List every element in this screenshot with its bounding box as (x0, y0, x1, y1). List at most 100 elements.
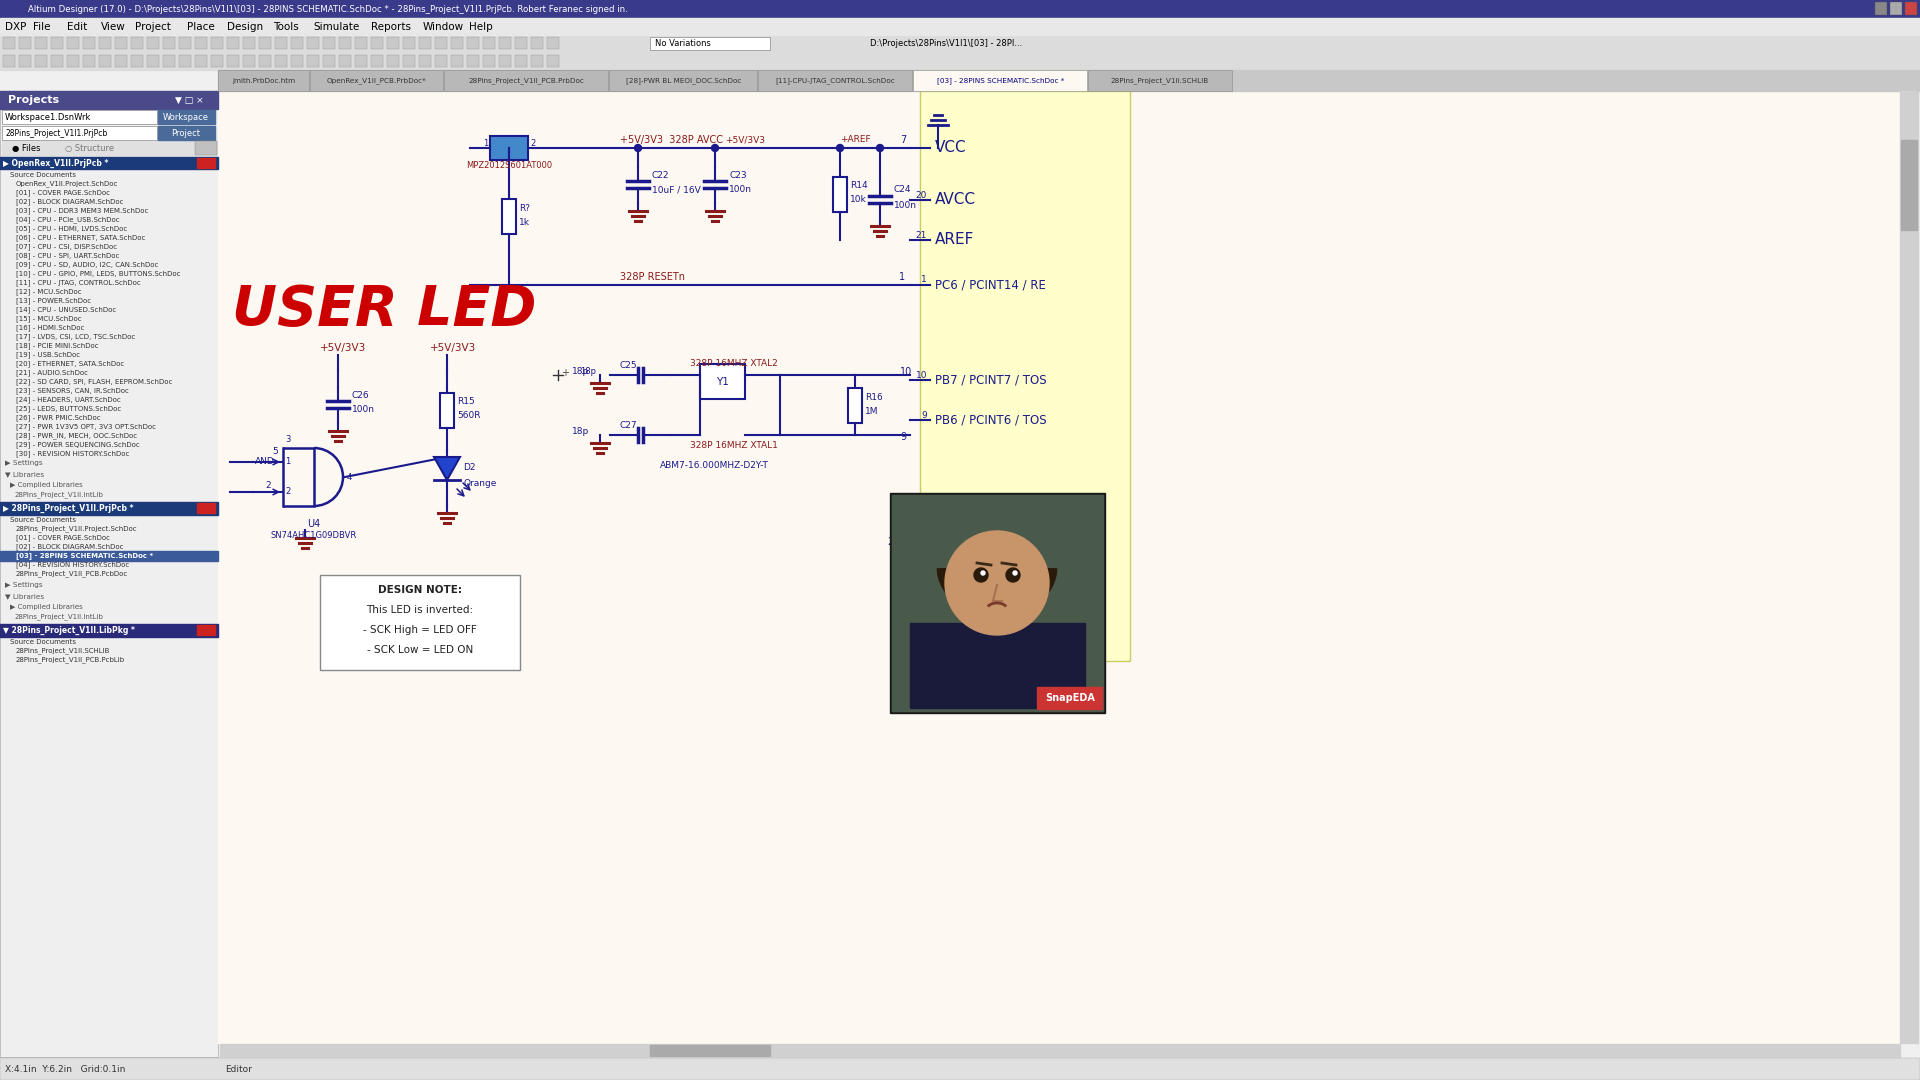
Bar (758, 70, 912, 91)
Text: ▶ Settings: ▶ Settings (6, 582, 42, 588)
Bar (547, 37, 559, 49)
Text: 2: 2 (284, 487, 290, 497)
Text: C27: C27 (620, 420, 637, 430)
Bar (307, 55, 319, 67)
Bar (467, 37, 478, 49)
Text: [02] - BLOCK DIAGRAM.SchDoc: [02] - BLOCK DIAGRAM.SchDoc (15, 543, 123, 551)
Bar (67, 37, 79, 49)
Bar (849, 388, 862, 422)
Text: 2: 2 (530, 138, 536, 148)
Text: Source Documents: Source Documents (10, 517, 77, 523)
Text: 18p: 18p (572, 428, 589, 436)
Bar (211, 37, 223, 49)
Text: 1k: 1k (518, 218, 530, 227)
Bar (311, 70, 444, 91)
Bar (2, 126, 157, 140)
Text: D:\Projects\28Pins\V1I1\[03] - 28PI...: D:\Projects\28Pins\V1I1\[03] - 28PI... (870, 39, 1021, 48)
Text: [18] - PCIE MINI.SchDoc: [18] - PCIE MINI.SchDoc (15, 342, 98, 349)
Text: 28Pins_Project_V1II.IntLib: 28Pins_Project_V1II.IntLib (15, 491, 104, 498)
Bar (221, 1044, 1901, 1057)
Bar (490, 136, 528, 160)
Text: 10: 10 (916, 370, 927, 379)
Bar (1901, 91, 1918, 1043)
Bar (388, 37, 399, 49)
Bar (388, 55, 399, 67)
Text: ▶ Settings: ▶ Settings (6, 460, 42, 465)
Text: ▼ Libraries: ▼ Libraries (6, 471, 44, 477)
Bar (0, 0, 1920, 18)
Text: R?: R? (518, 204, 530, 213)
Text: 28Pins_Project_V1II.IntLib: 28Pins_Project_V1II.IntLib (15, 613, 104, 620)
Bar (148, 55, 159, 67)
Text: Tools: Tools (273, 22, 300, 31)
Bar (198, 625, 215, 635)
Text: GND_2: GND_2 (935, 542, 987, 558)
Text: 8: 8 (895, 517, 900, 527)
Text: Project: Project (171, 129, 200, 137)
Text: Source Documents: Source Documents (10, 172, 77, 178)
Text: [08] - CPU - SPI, UART.SchDoc: [08] - CPU - SPI, UART.SchDoc (15, 253, 119, 259)
Text: PB6 / PCINT6 / TOS: PB6 / PCINT6 / TOS (935, 414, 1046, 427)
Text: ▼ □ ×: ▼ □ × (175, 95, 204, 105)
Bar (259, 55, 271, 67)
Circle shape (981, 571, 985, 575)
Text: R14: R14 (851, 181, 868, 190)
Bar (131, 37, 142, 49)
Bar (19, 37, 31, 49)
Bar (833, 176, 847, 212)
Text: [22] - SD CARD, SPI, FLASH, EEPROM.SchDoc: [22] - SD CARD, SPI, FLASH, EEPROM.SchDo… (15, 379, 173, 386)
Text: 28Pins_Project_V1I1.PrjPcb: 28Pins_Project_V1I1.PrjPcb (6, 129, 108, 137)
Text: VCC: VCC (935, 140, 966, 156)
Text: 10k: 10k (851, 195, 866, 204)
Text: [17] - LVDS, CSI, LCD, TSC.SchDoc: [17] - LVDS, CSI, LCD, TSC.SchDoc (15, 334, 134, 340)
Bar (211, 55, 223, 67)
Circle shape (877, 145, 883, 151)
Text: [23] - SENSORS, CAN, IR.SchDoc: [23] - SENSORS, CAN, IR.SchDoc (15, 388, 129, 394)
Text: 1: 1 (899, 272, 904, 282)
Text: Projects: Projects (8, 95, 60, 105)
Text: [16] - HDMI.SchDoc: [16] - HDMI.SchDoc (15, 325, 84, 332)
Bar (651, 1045, 770, 1056)
Text: SN74AHC1G09DBVR: SN74AHC1G09DBVR (271, 531, 357, 540)
Bar (340, 37, 351, 49)
Text: Reports: Reports (371, 22, 411, 31)
Text: 7: 7 (900, 135, 906, 145)
Circle shape (837, 145, 843, 151)
Text: [04] - REVISION HISTORY.SchDoc: [04] - REVISION HISTORY.SchDoc (15, 562, 129, 568)
Bar (227, 55, 238, 67)
Bar (2, 141, 217, 156)
Bar (100, 37, 111, 49)
Bar (196, 141, 217, 156)
Text: C25: C25 (620, 361, 637, 369)
Bar (451, 55, 463, 67)
Text: U4: U4 (307, 519, 321, 529)
Bar (4, 37, 15, 49)
Text: R15: R15 (457, 397, 474, 406)
Bar (52, 55, 63, 67)
Text: [13] - POWER.SchDoc: [13] - POWER.SchDoc (15, 298, 90, 305)
Bar (451, 37, 463, 49)
Bar (515, 55, 526, 67)
Bar (1905, 2, 1916, 15)
Bar (499, 37, 511, 49)
Text: 9: 9 (900, 432, 906, 442)
Text: Altium Designer (17.0) - D:\Projects\28Pins\V1I1\[03] - 28PINS SCHEMATIC.SchDoc : Altium Designer (17.0) - D:\Projects\28P… (29, 4, 628, 13)
Bar (444, 70, 609, 91)
Text: 22: 22 (916, 540, 927, 550)
Bar (100, 55, 111, 67)
Bar (0, 91, 219, 109)
Bar (440, 392, 453, 428)
Circle shape (973, 568, 989, 582)
Text: MPZ2012S601AT000: MPZ2012S601AT000 (467, 161, 553, 170)
Bar (219, 70, 1920, 91)
Text: 28Pins_Project_V1II_PCB.PcbLib: 28Pins_Project_V1II_PCB.PcbLib (15, 657, 125, 663)
Bar (891, 492, 1106, 713)
Text: [09] - CPU - SD, AUDIO, I2C, CAN.SchDoc: [09] - CPU - SD, AUDIO, I2C, CAN.SchDoc (15, 261, 157, 268)
Text: 28Pins_Project_V1II.SCHLIB: 28Pins_Project_V1II.SCHLIB (15, 648, 109, 654)
Text: ABM7-16.000MHZ-D2Y-T: ABM7-16.000MHZ-D2Y-T (660, 460, 768, 470)
Text: C22: C22 (653, 171, 670, 179)
Text: Window: Window (422, 22, 465, 31)
Text: [05] - CPU - HDMI, LVDS.SchDoc: [05] - CPU - HDMI, LVDS.SchDoc (15, 226, 127, 232)
Text: [14] - CPU - UNUSED.SchDoc: [14] - CPU - UNUSED.SchDoc (15, 307, 117, 313)
Text: 100n: 100n (351, 405, 374, 415)
